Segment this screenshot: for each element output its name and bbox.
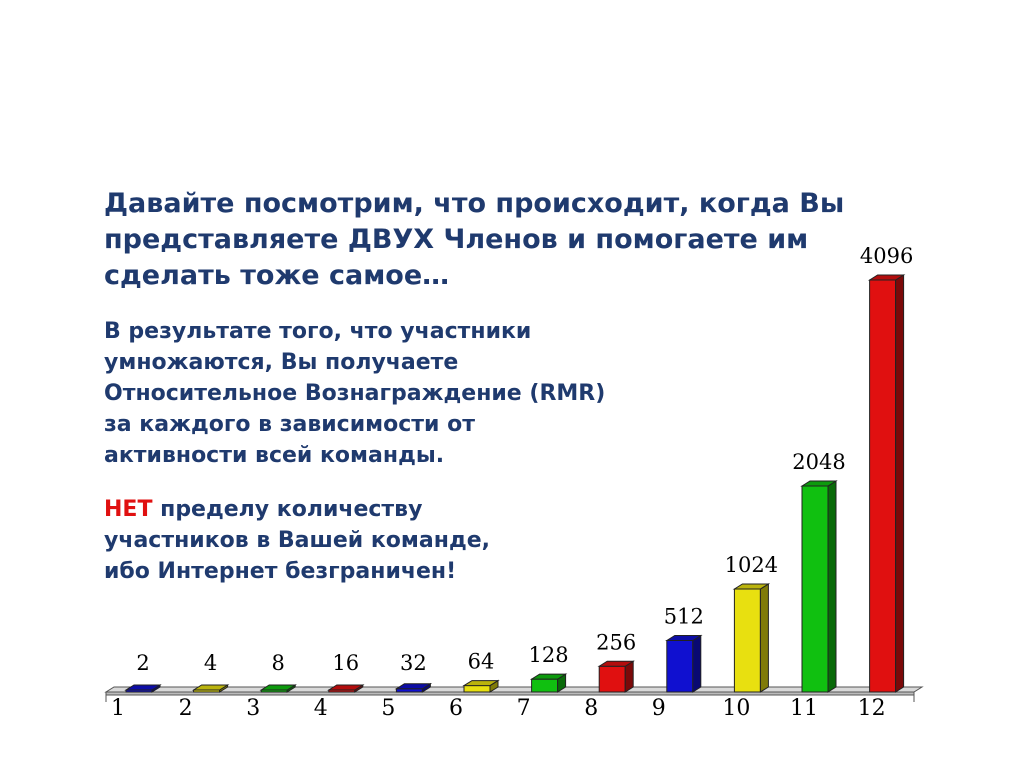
x-label-11: 11 (790, 696, 818, 721)
data-label-2: 4 (204, 651, 217, 675)
bar-side (895, 274, 905, 693)
x-label-2: 2 (179, 696, 193, 721)
x-label-4: 4 (314, 696, 328, 721)
bar-8 (597, 660, 635, 693)
bar-front (733, 588, 761, 693)
floor-front (105, 691, 915, 696)
bar-1 (124, 684, 162, 693)
x-label-12: 12 (858, 696, 886, 721)
bar-top (800, 480, 838, 487)
bar-front (801, 485, 829, 693)
data-label-5: 32 (400, 651, 427, 675)
bar-7 (529, 673, 568, 693)
bar-top (191, 684, 230, 691)
data-label-12: 4096 (860, 244, 913, 268)
data-label-4: 16 (332, 651, 359, 675)
bar-front (463, 685, 491, 693)
x-axis-labels: 1 2 3 4 5 6 7 8 9 10 11 12 (111, 696, 886, 721)
x-label-10: 10 (722, 696, 750, 721)
chart-bars (124, 274, 906, 693)
bar-4 (327, 684, 365, 693)
bar-9 (665, 634, 703, 693)
bar-front (869, 279, 897, 693)
data-label-7: 128 (529, 643, 569, 667)
data-label-3: 8 (272, 651, 285, 675)
bar-top (259, 684, 297, 691)
slide-title: Давайте посмотрим, что происходит, когда… (104, 188, 845, 291)
bar-6 (462, 679, 500, 693)
bar-top (462, 680, 500, 687)
floor-top (104, 686, 924, 693)
rmr-paragraph: В результате того, что участники умножаю… (104, 319, 606, 468)
x-label-8: 8 (584, 696, 598, 721)
x-label-6: 6 (449, 696, 463, 721)
bar-3 (259, 684, 297, 693)
bar-front (666, 640, 694, 693)
x-label-3: 3 (246, 696, 260, 721)
x-label-7: 7 (517, 696, 531, 721)
x-label-1: 1 (111, 696, 125, 721)
data-label-11: 2048 (792, 450, 845, 474)
bar-11 (800, 480, 838, 693)
no-limit-paragraph: НЕТ пределу количеству участников в Ваше… (104, 494, 504, 587)
data-label-1: 2 (136, 651, 149, 675)
data-label-8: 256 (596, 630, 636, 654)
bar-10 (732, 583, 771, 693)
bar-side (759, 583, 769, 693)
data-label-9: 512 (664, 605, 704, 629)
bar-side (827, 480, 837, 693)
bar-top (597, 660, 635, 667)
data-label-6: 64 (468, 650, 495, 674)
bar-top (327, 684, 365, 691)
bar-5 (394, 682, 433, 693)
bar-top (529, 673, 568, 680)
bar-side (692, 634, 702, 693)
no-limit-emphasis: НЕТ (104, 497, 153, 522)
bar-top (124, 684, 162, 691)
bar-top (394, 683, 433, 690)
x-label-9: 9 (652, 696, 666, 721)
bar-top (665, 635, 703, 641)
chart-floor (104, 686, 924, 702)
data-label-10: 1024 (725, 553, 778, 577)
bar-front (598, 665, 626, 693)
data-labels: 2 4 8 16 32 64 128 256 512 1024 2048 4096 (136, 244, 913, 675)
bar-front (531, 678, 559, 693)
bar-top (732, 583, 771, 590)
bar-2 (191, 684, 230, 693)
bar-top (867, 274, 906, 281)
bar-12 (867, 274, 906, 693)
no-limit-text: пределу количеству участников в Вашей ко… (104, 497, 490, 584)
x-label-5: 5 (381, 696, 395, 721)
